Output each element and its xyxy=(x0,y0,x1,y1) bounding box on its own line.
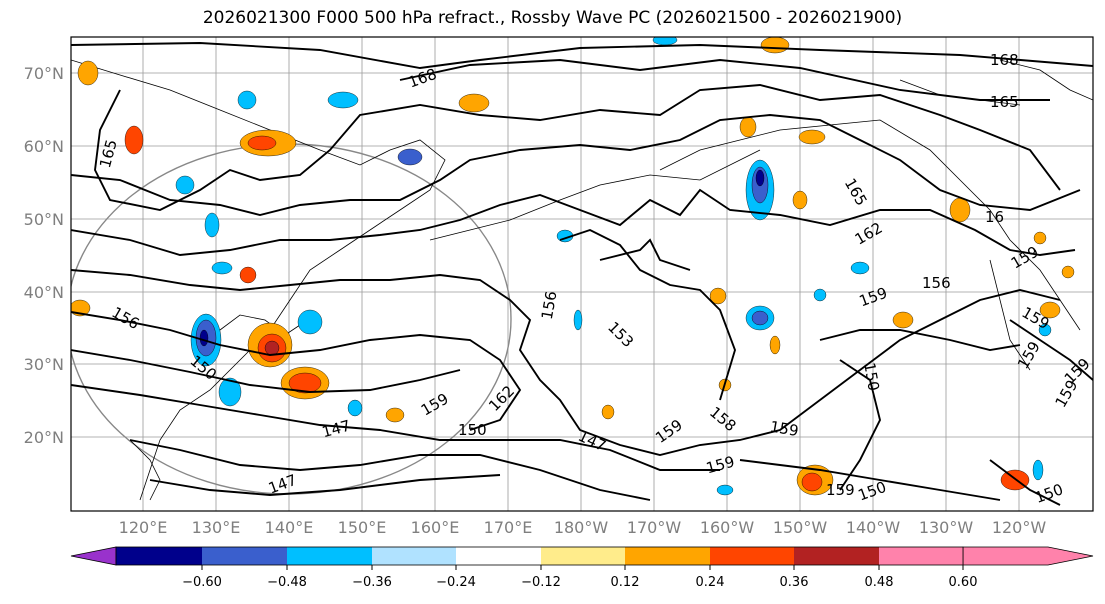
map-title: 2026021300 F000 500 hPa refract., Rossby… xyxy=(202,8,903,28)
colorbar-tick-label: −0.48 xyxy=(267,575,307,590)
colorbar-tick-label: 0.24 xyxy=(696,575,725,590)
colorbar-tick-label: −0.24 xyxy=(436,575,476,590)
colorbar-tick-label: 0.12 xyxy=(611,575,640,590)
lat-label: 70°N xyxy=(24,64,64,83)
lon-label: 140°W xyxy=(846,518,901,537)
colorbar-segment xyxy=(372,547,456,565)
colorbar-segment xyxy=(287,547,372,565)
lat-label: 60°N xyxy=(24,137,64,156)
colorbar-extend-high xyxy=(962,546,1094,566)
lat-label: 50°N xyxy=(24,210,64,229)
colorbar-segment xyxy=(541,547,625,565)
colorbar-tick-label: 0.36 xyxy=(780,575,809,590)
colorbar-tick-label: −0.60 xyxy=(182,575,222,590)
graticule xyxy=(71,37,1093,511)
lat-label: 30°N xyxy=(24,355,64,374)
lon-label: 170°W xyxy=(627,518,682,537)
colorbar-segment xyxy=(625,547,710,565)
colorbar-segment xyxy=(202,547,287,565)
lon-label: 180°W xyxy=(554,518,609,537)
contour-label: 150 xyxy=(860,361,883,392)
contour-label: 156 xyxy=(922,274,951,292)
colorbar-ticks xyxy=(201,565,964,570)
lon-label: 150°W xyxy=(773,518,828,537)
refractivity-contours xyxy=(71,42,1093,506)
contour-label: 159 xyxy=(769,417,800,440)
colorbar-segment xyxy=(710,547,794,565)
colorbar-tick-label: −0.12 xyxy=(521,575,561,590)
colorbar-extend-low xyxy=(70,546,117,566)
lon-label: 160°E xyxy=(411,518,460,537)
lon-label: 130°W xyxy=(919,518,974,537)
lon-label: 120°E xyxy=(119,518,168,537)
colorbar-segment xyxy=(879,547,963,565)
anomaly-shading xyxy=(71,37,1075,496)
colorbar-segment xyxy=(456,547,541,565)
colorbar-tick-label: −0.36 xyxy=(352,575,392,590)
latitude-labels: 70°N 60°N 50°N 40°N 30°N 20°N xyxy=(24,64,64,447)
colorbar: −0.60 −0.48 −0.36 −0.24 −0.12 0.12 0.24 … xyxy=(70,546,1094,590)
lon-label: 170°E xyxy=(484,518,533,537)
contour-label: 16 xyxy=(985,208,1004,226)
lon-label: 140°E xyxy=(265,518,314,537)
lat-label: 40°N xyxy=(24,283,64,302)
colorbar-outline xyxy=(115,546,964,566)
contour-label: 168 xyxy=(990,51,1019,69)
lon-label: 130°E xyxy=(192,518,241,537)
lat-label: 20°N xyxy=(24,428,64,447)
lon-label: 150°E xyxy=(338,518,387,537)
contour-label: 156 xyxy=(538,290,561,321)
colorbar-tick-label: 0.48 xyxy=(865,575,894,590)
contour-label: 165 xyxy=(990,93,1019,111)
contour-label: 159 xyxy=(826,481,855,499)
colorbar-segment xyxy=(794,547,879,565)
colorbar-tick-label: 0.60 xyxy=(949,575,978,590)
colorbar-segment xyxy=(116,547,202,565)
longitude-labels: 120°E 130°E 140°E 150°E 160°E 170°E 180°… xyxy=(119,518,1047,537)
lon-label: 160°W xyxy=(700,518,755,537)
lon-label: 120°W xyxy=(992,518,1047,537)
contour-label: 150 xyxy=(458,421,487,439)
map-frame xyxy=(70,36,1094,512)
